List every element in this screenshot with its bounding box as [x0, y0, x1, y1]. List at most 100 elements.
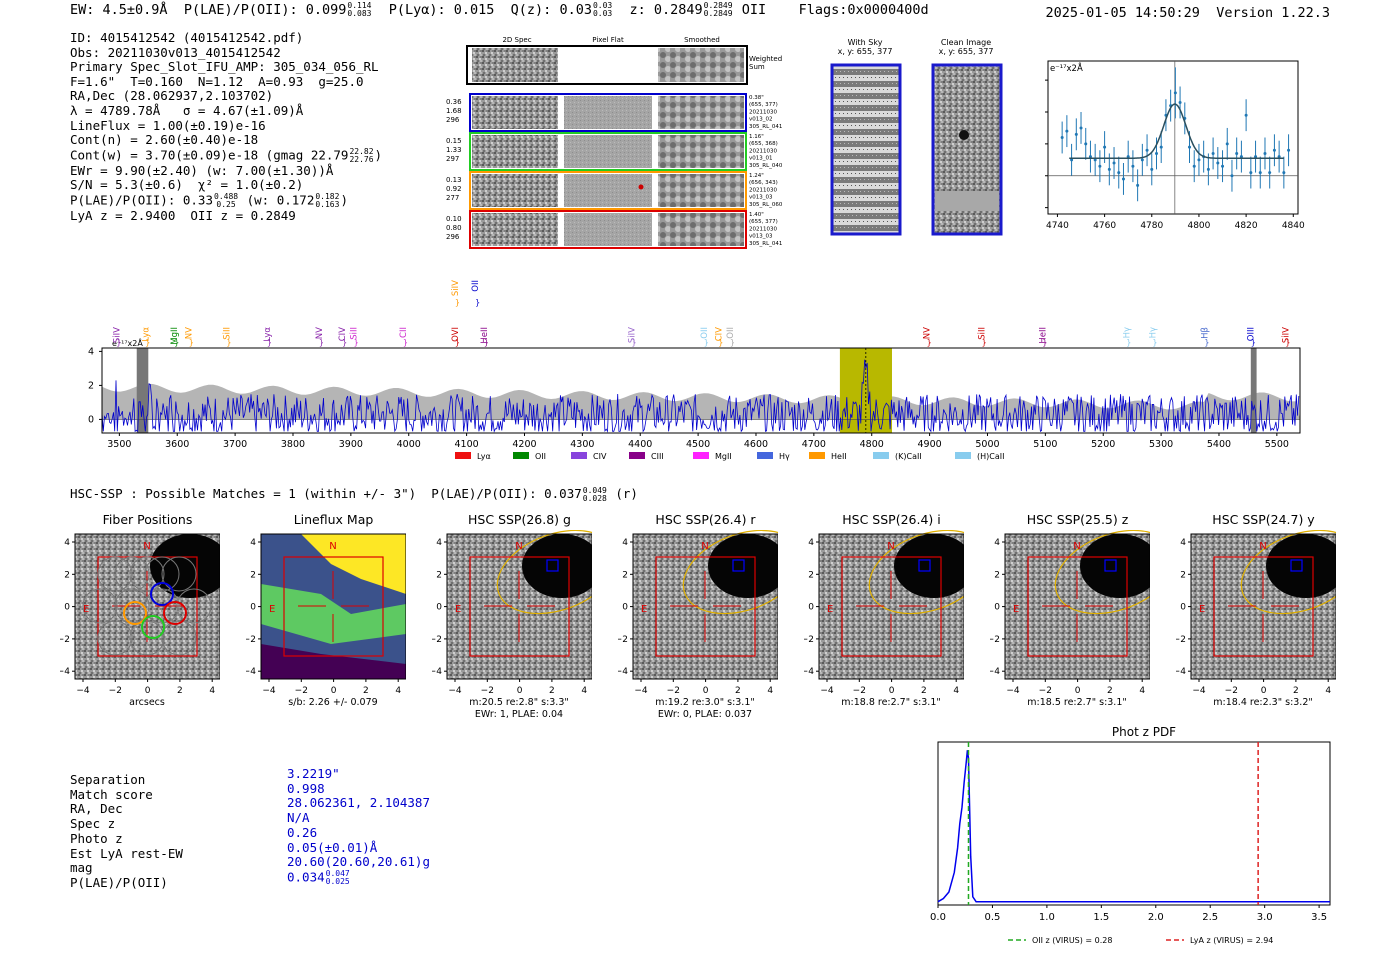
hsc-xtick-label: 4	[1325, 686, 1331, 696]
full-ylabel: e⁻¹⁷x2Å	[112, 337, 143, 348]
hsc-match-box	[918, 559, 931, 572]
hsc-ytick-label: −2	[246, 635, 256, 645]
hsc-ytick-label: −2	[804, 635, 814, 645]
hsc-ytick-label: −2	[990, 635, 1000, 645]
hsc-search-box	[283, 556, 384, 657]
hsc-xtick-label: 4	[581, 686, 587, 696]
clean-image-title: Clean Image x, y: 655, 377	[938, 38, 994, 56]
full-xtick-label: 5200	[1091, 439, 1115, 450]
fiber-circle	[97, 556, 133, 592]
match-label-mag: mag	[70, 860, 93, 876]
timestamp-version: 2025-01-05 14:50:29 Version 1.22.3	[1046, 5, 1331, 21]
hsc-caption-1: m:18.4 re:2.3" s:3.2"	[1213, 697, 1313, 708]
line-label-siii: SiII	[350, 327, 360, 340]
spec2d-panel: 2D Spec Pixel Flat Smoothed Weighted Sum…	[446, 36, 783, 249]
hsc-xtick-label: −2	[295, 686, 308, 696]
zoom-point	[1150, 167, 1154, 171]
full-xtick-label: 4200	[512, 439, 536, 450]
hsc-ytick-label: 0	[1180, 603, 1186, 613]
legend-swatch	[513, 452, 529, 459]
legend-label: (K)CaII	[895, 452, 922, 461]
hsc-ytick-label: −4	[246, 667, 256, 677]
hsc-caption-2: EWr: 1, PLAE: 0.04	[475, 709, 563, 720]
hsc-xtick-label: −4	[448, 686, 462, 696]
spec-row-flat	[564, 96, 652, 129]
line-bracket: }	[189, 338, 194, 347]
hsc-ytick-label: −4	[990, 667, 1000, 677]
line-bracket: }	[1204, 338, 1209, 347]
hsc-xtick-label: −2	[853, 686, 866, 696]
line-bracket: }	[1126, 338, 1131, 347]
photz-xtick-label: 3.5	[1311, 912, 1327, 923]
zoom-point	[1140, 158, 1144, 162]
zoom-point	[1154, 151, 1158, 155]
version: Version 1.22.3	[1216, 5, 1330, 21]
timestamp: 2025-01-05 14:50:29	[1045, 5, 1200, 21]
flags-value: Flags:0x0000400d	[798, 2, 929, 18]
hsc-panel-title: HSC SSP(26.4) r	[655, 512, 756, 527]
zoom-point	[1178, 100, 1182, 104]
spec-row-right-label: 20211030	[749, 226, 777, 232]
zoom-point	[1258, 171, 1262, 175]
hsc-ytick-label: 2	[994, 570, 1000, 580]
full-error-envelope	[102, 383, 1300, 420]
hsc-panel: Lineflux Map	[256, 512, 411, 527]
hsc-panel: HSC SSP(26.4) r	[628, 512, 783, 527]
spec-row-smoothed	[658, 135, 744, 168]
spec-row-2d	[472, 135, 558, 168]
hsc-panel: HSC SSP(24.7) y	[1186, 512, 1341, 527]
fiber-circle	[176, 588, 212, 624]
match-labels: Separation Match score RA, Dec Spec z Ph…	[70, 772, 183, 891]
match-value-lyaew: 0.05(±0.01)Å	[287, 839, 378, 855]
spec-row-left-label: 1.33	[446, 146, 462, 154]
line-bracket: }	[1285, 338, 1290, 347]
line-label-nv: NV	[923, 327, 933, 339]
detection-info: ID: 4015412542 (4015412542.pdf) Obs: 202…	[70, 30, 382, 224]
info-radec: RA,Dec (28.062937,2.103702)	[70, 88, 274, 104]
lineflux-yellow	[301, 534, 406, 594]
spec-row-right-label: v013_03	[749, 234, 773, 240]
hsc-ytick-label: −2	[432, 635, 442, 645]
north-label: N	[887, 541, 894, 552]
hsc-search-box	[1213, 556, 1314, 657]
hsc-bright-source	[522, 534, 592, 598]
full-spectrum-chart: 3500 3600 3700 3800 3900 4000 4100 4200 4300 4400…	[88, 280, 1301, 461]
line-bracket: }	[927, 338, 932, 347]
hsc-ytick-label: 4	[64, 538, 70, 548]
full-ytick-label: 2	[88, 380, 94, 391]
hsc-aperture-ellipse	[1054, 530, 1150, 615]
hsc-ytick-label: 0	[64, 603, 70, 613]
hsc-panel-title: Lineflux Map	[293, 512, 374, 527]
hsc-ytick-label: 0	[250, 603, 256, 613]
hsc-bright-source	[1080, 534, 1150, 598]
hsc-ytick-label: 4	[1180, 538, 1186, 548]
hsc-xtick-label: −2	[1039, 686, 1052, 696]
line-bracket: }	[455, 338, 460, 347]
line-bracket: }	[1042, 338, 1047, 347]
hsc-match-box	[546, 559, 559, 572]
zoom-point	[1188, 145, 1192, 149]
full-xtick-label: 4600	[744, 439, 768, 450]
north-label: N	[1259, 541, 1266, 552]
line-label-siiv: SiIV	[627, 327, 637, 343]
spec-row-right-label: 0.38"	[749, 95, 764, 101]
fiber-circle	[161, 556, 197, 592]
match-label-separation: Separation	[70, 772, 146, 787]
line-bracket: }	[455, 298, 460, 307]
hsc-match-box	[732, 559, 745, 572]
match-value-specz: N/A	[287, 810, 310, 826]
hsc-panel: HSC SSP(25.5) z	[1000, 512, 1155, 527]
hsc-ytick-label: 2	[250, 570, 256, 580]
zoom-point	[1263, 151, 1267, 155]
with-sky-image	[830, 63, 902, 236]
east-label: E	[269, 604, 275, 615]
hsc-xtick-label: −4	[1006, 686, 1020, 696]
line-label-cii: CII	[399, 327, 409, 338]
zoom-xtick-label: 4780	[1140, 221, 1163, 231]
zoom-point	[1206, 167, 1210, 171]
zoom-plot-frame	[1047, 60, 1299, 215]
full-ytick-label: 0	[88, 414, 94, 425]
hsc-panel: Fiber Positions	[70, 512, 225, 527]
hsc-xtick-label: 4	[395, 686, 401, 696]
full-grey-band	[1250, 348, 1257, 433]
